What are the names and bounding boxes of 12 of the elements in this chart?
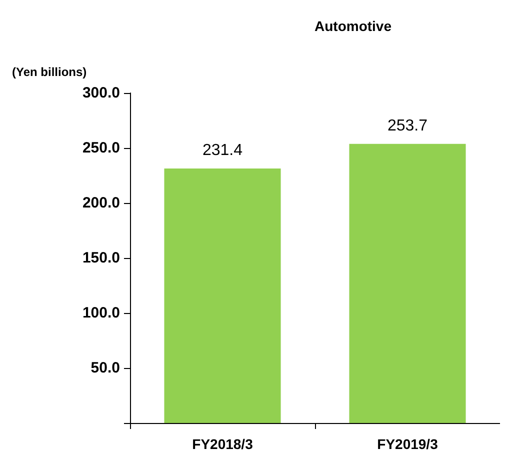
y-tick-label: 250.0 [82,140,120,156]
x-tick-label: FY2018/3 [192,436,254,452]
y-axis-title: (Yen billions) [12,65,87,79]
y-tick-label: 300.0 [82,84,120,102]
y-tick-label: 200.0 [82,194,120,212]
y-tick-label: 50.0 [90,360,120,376]
x-tick-label: FY2019/3 [377,436,438,452]
data-label: 231.4 [202,142,243,159]
data-label: 253.7 [387,117,428,134]
chart-title: Automotive [314,18,392,34]
y-tick-label: 100.0 [82,304,120,322]
y-tick-label: 150.0 [82,250,120,266]
